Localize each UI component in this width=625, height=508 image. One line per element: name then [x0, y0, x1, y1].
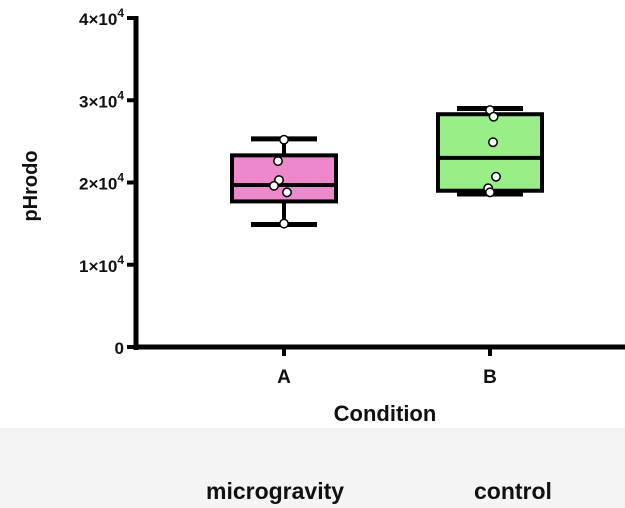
condition-label-control: control — [474, 478, 552, 504]
data-point-A-3 — [269, 180, 279, 191]
data-point-B-1 — [488, 111, 499, 122]
x-axis-label: Condition — [334, 401, 437, 426]
y-tick-label-4: 4×104 — [79, 6, 124, 29]
condition-label-microgravity: microgravity — [206, 478, 345, 504]
y-tick-label-0: 0 — [115, 339, 124, 358]
data-point-B-3 — [491, 171, 501, 182]
y-tick-label-1: 1×104 — [79, 253, 124, 276]
data-point-B-2 — [488, 137, 498, 148]
y-axis-label: pHrodo — [20, 150, 42, 221]
box-B — [436, 105, 544, 198]
y-tick-label-2: 2×104 — [79, 171, 124, 194]
data-point-A-0 — [279, 134, 289, 145]
y-tick-label-3: 3×104 — [79, 88, 124, 111]
chart-boxes — [230, 105, 544, 229]
chart-tick-labels: 0 1×104 2×104 3×104 4×104 A B — [79, 6, 497, 388]
box-A — [230, 134, 338, 229]
x-tick-label-A: A — [277, 367, 291, 388]
x-tick-label-B: B — [483, 367, 497, 388]
data-point-B-5 — [485, 187, 495, 198]
data-point-A-4 — [282, 187, 292, 198]
chart-axes — [127, 16, 625, 356]
data-point-A-5 — [279, 218, 289, 229]
condition-legend-band — [0, 428, 625, 508]
data-point-A-1 — [273, 156, 283, 167]
box-body-B — [436, 112, 544, 193]
